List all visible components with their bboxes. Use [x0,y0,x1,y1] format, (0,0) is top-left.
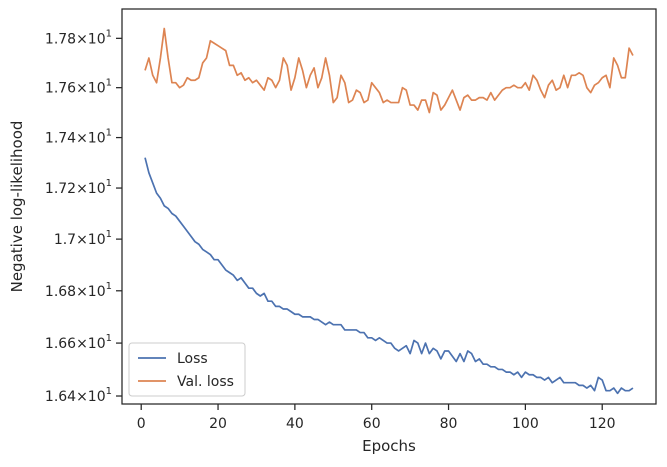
plot-frame [121,8,657,405]
x-tick-label: 80 [440,416,458,432]
legend-box [128,342,246,397]
y-tick-label: 1.7×101 [54,229,112,248]
series-line-loss [144,157,634,395]
x-tick-label: 120 [589,416,616,432]
y-tick-label: 1.78×101 [45,28,112,47]
legend-label: Val. loss [177,374,234,390]
x-axis: 0 20 40 60 80 100 120 [137,404,616,432]
series-layer [144,27,634,395]
y-axis-label: Negative log-likelihood [8,121,26,293]
legend: Loss Val. loss [128,342,246,397]
series-line-val-loss [144,27,634,114]
x-tick-label: 60 [363,416,381,432]
x-axis-label: Epochs [362,437,416,455]
y-tick-label: 1.68×101 [45,281,112,300]
y-tick-label: 1.64×101 [45,386,112,405]
x-tick-label: 40 [286,416,304,432]
y-tick-label: 1.74×101 [45,128,112,147]
x-tick-label: 100 [512,416,539,432]
y-tick-label: 1.66×101 [45,333,112,352]
y-tick-label: 1.76×101 [45,78,112,97]
x-tick-label: 20 [209,416,227,432]
y-axis: 1.64×101 1.66×101 1.68×101 1.7×101 1.72×101 1… [45,28,122,405]
x-tick-label: 0 [137,416,146,432]
y-tick-label: 1.72×101 [45,178,112,197]
legend-label: Loss [177,351,208,367]
